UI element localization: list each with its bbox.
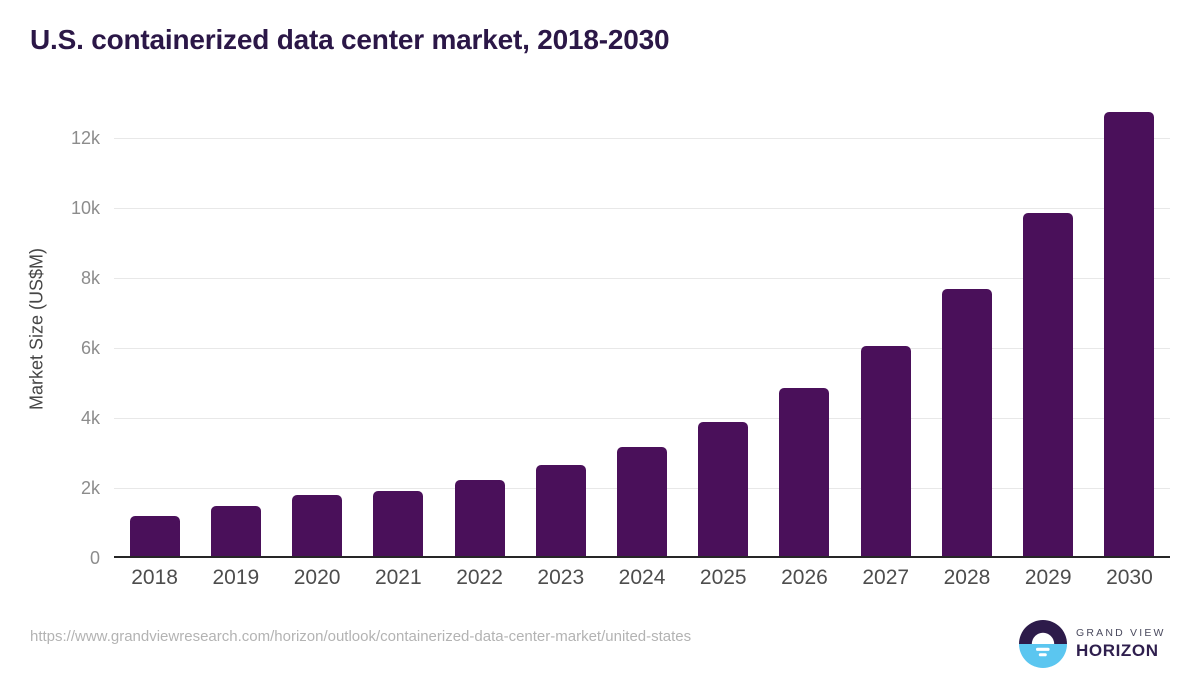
plot-area [114, 100, 1170, 558]
brand-logo: GRAND VIEW HORIZON [1019, 620, 1166, 668]
bar-band-2028 [926, 100, 1007, 558]
bar-2028 [941, 289, 992, 558]
bar-band-2026 [764, 100, 845, 558]
bar-band-2020 [276, 100, 357, 558]
bar-series [114, 100, 1170, 558]
bar-band-2018 [114, 100, 195, 558]
bar-2030 [1104, 112, 1155, 558]
y-tick-label-10k: 10k [70, 198, 100, 219]
x-axis-line [114, 556, 1170, 558]
x-tick-label-2020: 2020 [293, 566, 341, 589]
x-tick-label-2023: 2023 [537, 566, 585, 589]
page-title: U.S. containerized data center market, 2… [30, 24, 670, 55]
x-tick-label-2028: 2028 [943, 566, 991, 589]
bar-band-2027 [845, 100, 926, 558]
bar-band-2022 [439, 100, 520, 558]
bar-2023 [535, 465, 586, 558]
brand-name-top: GRAND VIEW [1076, 627, 1166, 639]
horizon-sunrise-icon [1019, 620, 1067, 668]
bar-2025 [698, 422, 749, 558]
bar-2020 [292, 495, 343, 558]
source-url: https://www.grandviewresearch.com/horizo… [30, 628, 692, 645]
bar-2018 [129, 516, 180, 558]
bar-band-2019 [195, 100, 276, 558]
y-tick-label-4k: 4k [80, 408, 100, 429]
brand-wordmark: GRAND VIEW HORIZON [1076, 627, 1166, 661]
x-tick-label-2018: 2018 [131, 566, 178, 589]
y-axis-tick-labels: 0 2k 4k 6k 8k 10k 12k [0, 100, 100, 567]
bar-2027 [860, 346, 911, 558]
x-tick-label-2024: 2024 [618, 566, 666, 589]
x-tick-label-2029: 2029 [1024, 566, 1072, 589]
gridline-12k [114, 137, 1170, 139]
bar-2029 [1023, 213, 1074, 558]
gridline-4k [114, 417, 1170, 419]
y-tick-label-2k: 2k [80, 478, 100, 499]
brand-name-bottom: HORIZON [1076, 641, 1159, 660]
x-tick-label-2027: 2027 [862, 566, 910, 589]
bar-band-2024 [601, 100, 682, 558]
bar-band-2029 [1008, 100, 1089, 558]
gridline-8k [114, 277, 1170, 279]
x-tick-label-2019: 2019 [212, 566, 260, 589]
bar-2026 [779, 388, 830, 558]
bar-band-2023 [520, 100, 601, 558]
bar-band-2025 [683, 100, 764, 558]
bar-band-2030 [1089, 100, 1170, 558]
x-tick-label-2022: 2022 [456, 566, 503, 589]
bar-band-2021 [358, 100, 439, 558]
bar-2024 [617, 447, 668, 558]
x-tick-label-2030: 2030 [1106, 566, 1153, 589]
gridline-6k [114, 347, 1170, 349]
gridline-10k [114, 207, 1170, 209]
y-tick-label-6k: 6k [80, 338, 100, 359]
y-tick-label-12k: 12k [70, 128, 100, 149]
x-axis-tick-labels: 2018 2019 2020 2021 2022 2023 2024 2025 2026 2027… [114, 566, 1170, 590]
bar-2021 [373, 491, 424, 558]
x-tick-label-2026: 2026 [781, 566, 828, 589]
x-tick-label-2025: 2025 [699, 566, 747, 589]
bar-2022 [454, 480, 505, 558]
y-tick-label-0: 0 [89, 548, 100, 568]
y-tick-label-8k: 8k [80, 268, 100, 289]
bar-2019 [210, 506, 261, 558]
x-tick-label-2021: 2021 [374, 566, 422, 589]
